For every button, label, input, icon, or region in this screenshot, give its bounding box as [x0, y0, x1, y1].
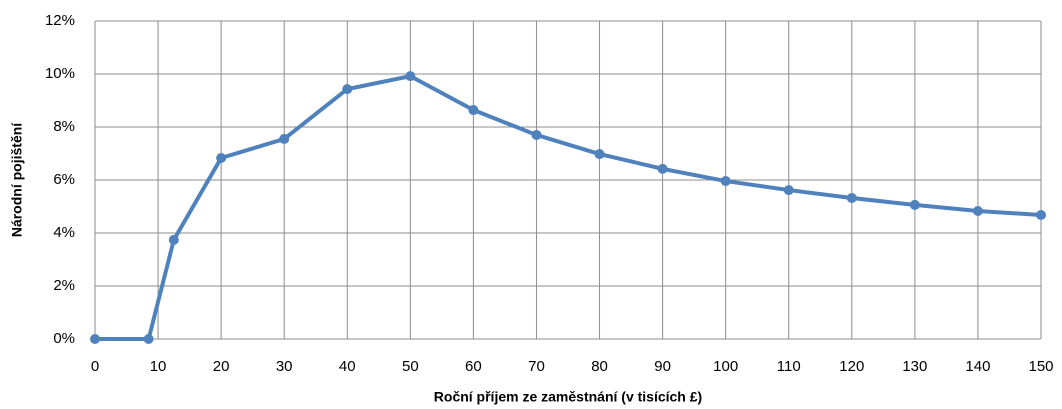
- y-axis-title: Národní pojištění: [9, 122, 25, 237]
- x-tick-label: 60: [465, 358, 482, 375]
- x-tick-label: 140: [965, 358, 990, 375]
- x-tick-label: 150: [1028, 358, 1053, 375]
- x-tick-label: 30: [276, 358, 293, 375]
- data-point: [972, 206, 983, 217]
- data-point: [90, 334, 100, 344]
- data-point: [846, 193, 857, 204]
- data-point: [531, 129, 542, 140]
- x-tick-label: 50: [402, 358, 419, 375]
- x-tick-label: 0: [91, 358, 99, 375]
- x-tick-label: 20: [213, 358, 230, 375]
- y-tick-label: 0%: [53, 330, 75, 347]
- y-tick-label: 2%: [53, 277, 75, 294]
- x-tick-label: 110: [777, 358, 801, 375]
- data-point: [168, 234, 179, 245]
- data-point: [279, 133, 290, 144]
- y-tick-label: 6%: [53, 171, 75, 188]
- data-line: [95, 74, 1042, 341]
- data-point: [216, 153, 227, 164]
- x-axis-title: Roční příjem ze zaměstnání (v tisících £…: [434, 389, 702, 405]
- x-tick-label: 130: [902, 358, 927, 375]
- data-point: [909, 199, 920, 210]
- data-point: [720, 176, 731, 187]
- x-tick-label: 120: [839, 358, 864, 375]
- data-point: [342, 84, 353, 95]
- y-tick-label: 12%: [45, 12, 75, 29]
- data-point: [405, 71, 416, 82]
- x-tick-label: 80: [591, 358, 608, 375]
- x-tick-label: 90: [654, 358, 671, 375]
- y-tick-label: 4%: [53, 224, 75, 241]
- data-point: [1036, 209, 1046, 220]
- data-point: [594, 149, 605, 160]
- y-tick-label: 10%: [45, 65, 75, 82]
- x-tick-label: 10: [150, 358, 167, 375]
- data-point: [657, 163, 668, 174]
- x-tick-label: 100: [713, 358, 738, 375]
- data-point: [468, 105, 479, 116]
- x-tick-label: 40: [339, 358, 356, 375]
- y-tick-label: 8%: [53, 118, 75, 135]
- data-point: [783, 185, 794, 196]
- data-point: [143, 334, 154, 344]
- x-tick-label: 70: [528, 358, 545, 375]
